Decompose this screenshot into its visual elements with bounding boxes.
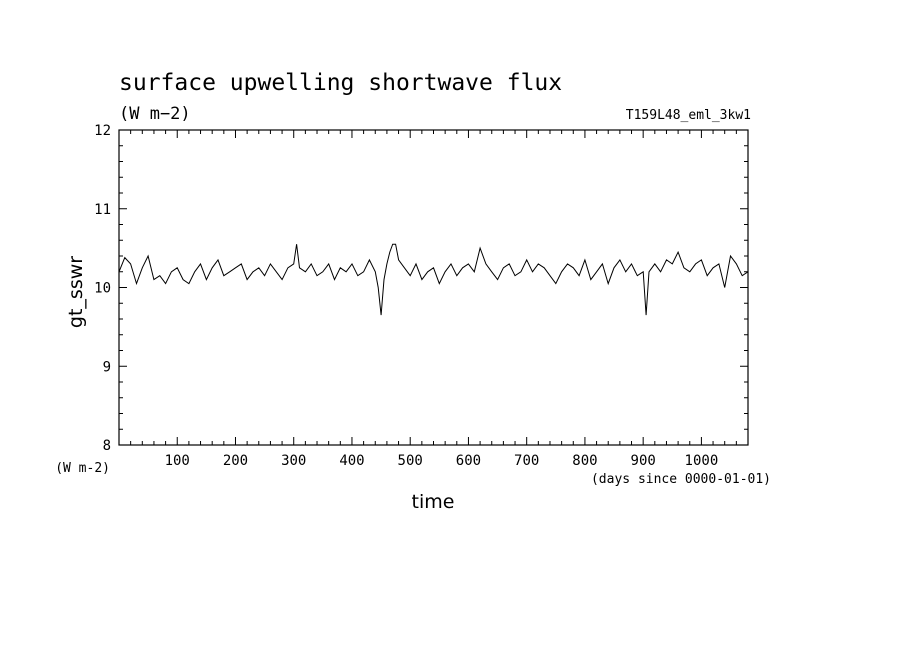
x-tick-label: 300 <box>281 453 306 469</box>
x-tick-label: 500 <box>398 453 423 469</box>
plot-frame <box>118 129 749 446</box>
experiment-label: T159L48_eml_3kw1 <box>626 108 751 123</box>
x-axis-units: (days since 0000-01-01) <box>591 472 771 487</box>
x-tick-labels: 100 200 300 400 500 600 700 800 900 1000 <box>165 453 719 469</box>
y-axis-units: (W m-2) <box>55 461 110 476</box>
x-tick-label: 700 <box>514 453 539 469</box>
y-tick-label: 11 <box>94 202 111 218</box>
y-tick-label: 12 <box>94 123 111 139</box>
axis-ticks <box>119 129 748 446</box>
y-axis-label: gt_sswr <box>65 256 87 328</box>
x-tick-label: 900 <box>631 453 656 469</box>
y-tick-label: 8 <box>103 438 111 454</box>
y-tick-label: 9 <box>103 359 111 375</box>
x-axis-label: time <box>412 491 455 513</box>
chart-title: surface upwelling shortwave flux <box>119 70 562 96</box>
title-units: (W m−2) <box>119 104 191 124</box>
x-tick-label: 800 <box>572 453 597 469</box>
y-tick-label: 10 <box>94 281 111 297</box>
x-tick-label: 1000 <box>685 453 719 469</box>
y-tick-labels: 8 9 10 11 12 <box>94 123 111 454</box>
x-tick-label: 100 <box>165 453 190 469</box>
series-line <box>118 243 749 316</box>
x-tick-label: 400 <box>339 453 364 469</box>
x-tick-label: 600 <box>456 453 481 469</box>
x-tick-label: 200 <box>223 453 248 469</box>
